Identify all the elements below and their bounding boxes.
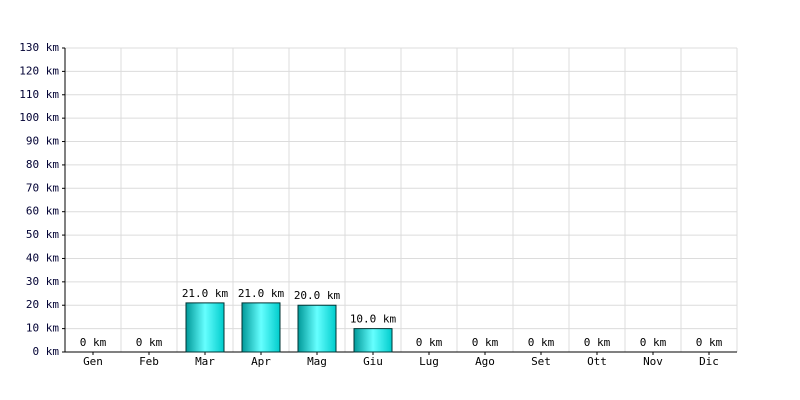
- y-tick-label: 60 km: [26, 205, 59, 218]
- x-tick-label: Gen: [83, 355, 103, 368]
- x-tick-label: Mar: [195, 355, 215, 368]
- value-label: 10.0 km: [350, 313, 397, 326]
- value-label: 0 km: [136, 336, 163, 349]
- x-tick-label: Lug: [419, 355, 439, 368]
- x-tick-label: Set: [531, 355, 551, 368]
- x-tick-label: Apr: [251, 355, 271, 368]
- x-tick-label: Feb: [139, 355, 159, 368]
- y-tick-label: 110 km: [19, 88, 59, 101]
- value-label: 0 km: [528, 336, 555, 349]
- y-tick-label: 10 km: [26, 322, 59, 335]
- x-tick-label: Mag: [307, 355, 327, 368]
- x-tick-label: Dic: [699, 355, 719, 368]
- value-label: 0 km: [584, 336, 611, 349]
- value-label: 21.0 km: [182, 287, 229, 300]
- value-label: 20.0 km: [294, 289, 341, 302]
- value-label: 0 km: [640, 336, 667, 349]
- x-tick-label: Nov: [643, 355, 663, 368]
- bar: [353, 328, 393, 353]
- y-tick-label: 50 km: [26, 228, 59, 241]
- y-tick-label: 80 km: [26, 158, 59, 171]
- y-tick-label: 0 km: [33, 345, 60, 358]
- y-tick-label: 90 km: [26, 135, 59, 148]
- y-tick-label: 40 km: [26, 251, 59, 264]
- y-tick-label: 100 km: [19, 111, 59, 124]
- value-label: 0 km: [80, 336, 107, 349]
- y-tick-label: 120 km: [19, 64, 59, 77]
- value-label: 0 km: [472, 336, 499, 349]
- bar: [241, 302, 281, 353]
- y-tick-label: 30 km: [26, 275, 59, 288]
- y-tick-label: 70 km: [26, 181, 59, 194]
- x-tick-label: Ago: [475, 355, 495, 368]
- value-label: 0 km: [696, 336, 723, 349]
- x-tick-label: Ott: [587, 355, 607, 368]
- y-tick-label: 130 km: [19, 41, 59, 54]
- value-label: 21.0 km: [238, 287, 285, 300]
- x-tick-label: Giu: [363, 355, 383, 368]
- bar: [185, 302, 225, 353]
- value-label: 0 km: [416, 336, 443, 349]
- y-tick-label: 20 km: [26, 298, 59, 311]
- bar: [297, 304, 337, 353]
